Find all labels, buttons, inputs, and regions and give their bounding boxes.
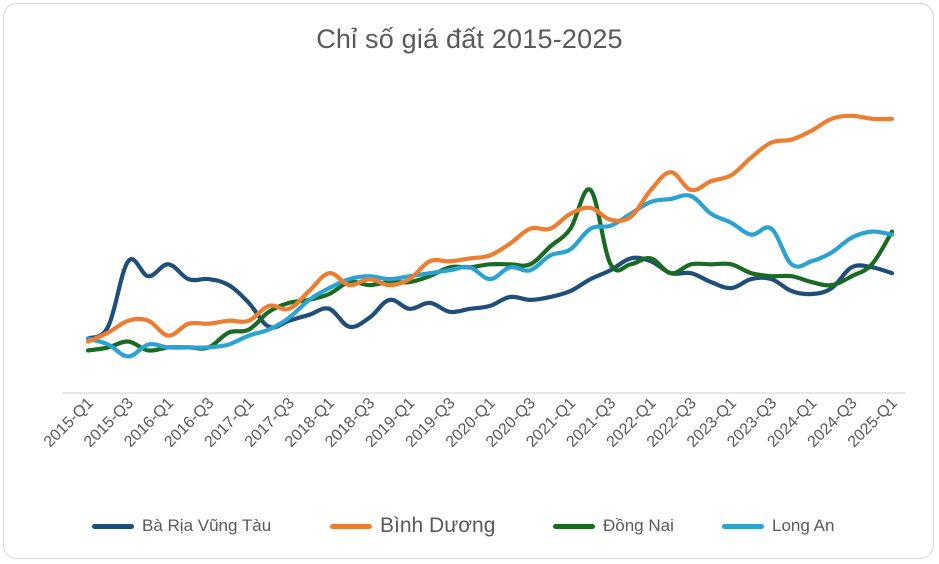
legend-item-ba-ria-vung-tau: Bà Rịa Vũng Tàu [92, 512, 271, 540]
series-line-long-an [85, 193, 895, 359]
series-line-bà-rịa-vũng-tàu [85, 255, 895, 341]
legend: Bà Rịa Vũng Tàu Bình Dương Đồng Nai Long… [0, 512, 939, 540]
legend-swatch [722, 523, 764, 529]
legend-item-dong-nai: Đồng Nai [553, 512, 674, 540]
series-line-bình-dương [85, 113, 895, 344]
legend-swatch [92, 523, 134, 529]
legend-item-binh-duong: Bình Dương [330, 512, 495, 540]
legend-label: Bà Rịa Vũng Tàu [142, 516, 272, 535]
x-tick-labels: 2015-Q12015-Q32016-Q12016-Q32017-Q12017-… [41, 395, 901, 451]
series-line-đồng-nai [85, 187, 895, 353]
legend-item-long-an: Long An [722, 512, 834, 540]
legend-label: Bình Dương [380, 514, 496, 537]
legend-label: Long An [772, 516, 835, 535]
series-layer [85, 113, 895, 359]
legend-swatch [330, 523, 372, 529]
legend-label: Đồng Nai [603, 516, 674, 535]
chart-title: Chỉ số giá đất 2015-2025 [316, 24, 623, 54]
legend-swatch [553, 523, 595, 529]
